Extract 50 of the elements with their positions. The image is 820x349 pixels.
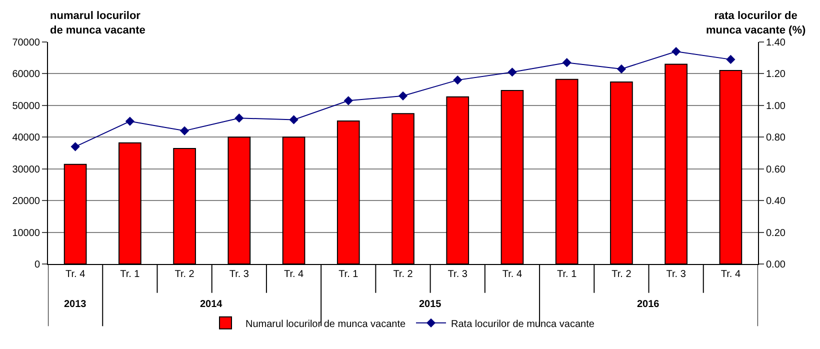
x-tick-label: Tr. 3 — [229, 269, 250, 280]
y-tick-label: 50000 — [12, 100, 40, 112]
x-tick-label: Tr. 2 — [174, 269, 195, 280]
x-tick-label: Tr. 3 — [448, 269, 468, 280]
point — [180, 126, 190, 136]
x-tick-label: Tr. 4 — [720, 269, 741, 280]
point — [344, 96, 353, 106]
y2-tick-label: 1.40 — [766, 38, 786, 48]
x-tick-label: Tr. 3 — [666, 269, 686, 280]
x-tick-label: Tr. 1 — [338, 269, 359, 280]
y-axis-title: numarul locurilor de munca vacante — [50, 10, 146, 36]
y-tick-label: 10000 — [12, 228, 40, 239]
y2-tick-label: 1.20 — [766, 69, 786, 80]
y2-tick-label: 0.60 — [766, 164, 786, 176]
point — [234, 114, 244, 123]
y-tick-label: 40000 — [12, 132, 40, 144]
text: 2014 — [200, 299, 223, 310]
point — [508, 68, 517, 77]
y-tick-label: 30000 — [12, 164, 40, 176]
x-tick-label: Tr. 4 — [284, 269, 304, 280]
point — [562, 58, 572, 68]
point — [125, 116, 134, 126]
x-tick-label: Tr. 2 — [612, 269, 632, 280]
y-tick-label: 70000 — [12, 38, 40, 48]
y-tick-label: 20000 — [12, 196, 40, 208]
x-tick-label: Tr. 4 — [65, 269, 86, 280]
point — [289, 115, 298, 124]
y2-tick-label: 0.80 — [766, 132, 786, 144]
x-tick-label: Tr. 1 — [557, 269, 578, 280]
text: 2016 — [637, 299, 660, 310]
legend-label: Rata locurilor de munca vacante — [451, 318, 595, 330]
y-tick-label: 60000 — [12, 69, 40, 80]
x-tick-label: Tr. 2 — [393, 269, 414, 280]
y2-axis-title: rata locurilor de munca vacante (%) — [706, 10, 806, 36]
y2-tick-label: 0.20 — [766, 228, 786, 239]
point — [453, 76, 462, 85]
y2-tick-label: 1.00 — [766, 100, 786, 112]
point — [616, 64, 626, 74]
point — [70, 142, 80, 152]
legend-label: Numarul locurilor de munca vacante — [246, 318, 406, 330]
point — [726, 54, 736, 64]
y2-tick-label: 0.00 — [766, 260, 786, 270]
text: 2013 — [64, 299, 87, 310]
point — [398, 91, 408, 100]
y-tick-label: 0 — [34, 260, 40, 270]
point — [672, 46, 681, 56]
y2-tick-label: 0.40 — [766, 196, 786, 208]
x-tick-label: Tr. 1 — [120, 269, 140, 280]
text: 2015 — [419, 299, 442, 310]
x-tick-label: Tr. 4 — [502, 269, 522, 280]
